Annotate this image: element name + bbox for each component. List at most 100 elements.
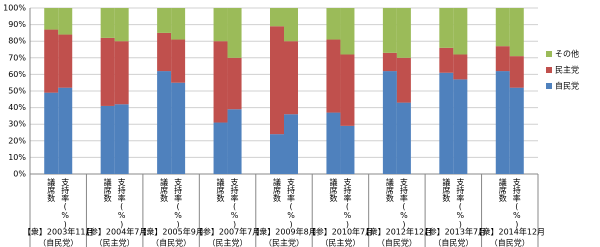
y-tick-label: 90% — [8, 20, 26, 29]
bar-segment — [453, 8, 468, 55]
group-party: （自民党） — [151, 238, 191, 247]
y-tick-label: 40% — [8, 103, 26, 112]
bar-segment — [382, 71, 397, 174]
y-tick-label: 70% — [8, 53, 26, 62]
legend-label: その他 — [555, 49, 579, 59]
legend-swatch — [546, 51, 552, 57]
group-label: 【衆】2014年12月 — [475, 227, 546, 237]
bar-segment — [270, 134, 284, 174]
bar-segment — [396, 8, 411, 58]
bar-segment — [171, 39, 186, 83]
group-label: 【衆】2012年12月 — [362, 227, 433, 237]
bar-segment — [495, 71, 510, 174]
y-tick-label: 50% — [8, 87, 26, 96]
bar-segment — [326, 112, 341, 174]
bar-segment — [284, 8, 298, 42]
bar-segment — [340, 54, 355, 126]
x-tick-label: 議席数 — [498, 177, 507, 203]
legend-label: 民主党 — [555, 65, 579, 75]
bar-segment — [270, 8, 284, 27]
x-tick-label: 支持率(%) — [399, 177, 408, 229]
group-label: 【衆】2005年9月 — [138, 227, 203, 237]
bar-segment — [171, 82, 186, 174]
group-party: （自民党） — [38, 238, 78, 247]
x-tick-label: 支持率(%) — [343, 177, 352, 229]
bar-segment — [100, 105, 115, 174]
bar-segment — [157, 8, 172, 33]
bar-segment — [326, 39, 341, 113]
group-party: （民主党） — [320, 238, 360, 247]
y-tick-label: 20% — [8, 136, 26, 145]
bar-segment — [340, 125, 355, 174]
bar-segment — [58, 34, 73, 88]
bar-segment — [495, 46, 510, 72]
y-tick-label: 100% — [3, 4, 26, 13]
x-tick-label: 議席数 — [160, 177, 169, 203]
bar-segment — [439, 72, 454, 174]
x-tick-label: 議席数 — [442, 177, 451, 203]
bar-segment — [382, 8, 397, 53]
bar-segment — [114, 8, 129, 42]
group-party: （自民党） — [377, 238, 417, 247]
bar-segment — [44, 92, 59, 174]
x-tick-label: 支持率(%) — [61, 177, 70, 229]
legend-swatch — [546, 67, 552, 73]
bar-segment — [213, 8, 228, 42]
group-label: 【衆】2009年8月 — [251, 227, 316, 237]
x-tick-label: 議席数 — [273, 177, 282, 203]
group-party: （自民党） — [433, 238, 473, 247]
y-tick-label: 10% — [8, 153, 26, 162]
bar-segment — [44, 8, 59, 30]
bar-segment — [157, 32, 172, 72]
bar-segment — [509, 87, 524, 174]
x-tick-label: 支持率(%) — [456, 177, 465, 229]
bar-segment — [157, 71, 172, 174]
bar-segment — [100, 8, 115, 38]
group-party: （民主党） — [208, 238, 248, 247]
bar-segment — [100, 37, 115, 106]
bar-segment — [213, 122, 228, 174]
bar-segment — [326, 8, 341, 40]
bar-segment — [439, 47, 454, 73]
x-tick-label: 議席数 — [329, 177, 338, 203]
bar-segment — [439, 8, 454, 48]
group-label: 【衆】2003年11月 — [23, 227, 94, 237]
bar-segment — [284, 114, 298, 174]
group-label: 【参】2007年7月 — [195, 227, 260, 237]
bar-segment — [270, 26, 284, 135]
group-label: 【参】2010年7月 — [308, 227, 373, 237]
bar-segment — [396, 57, 411, 103]
bar-segment — [453, 79, 468, 174]
group-label: 【参】2004年7月 — [82, 227, 147, 237]
bar-segment — [495, 8, 510, 47]
x-tick-label: 支持率(%) — [512, 177, 521, 229]
bar-segment — [227, 57, 242, 110]
bar-segment — [340, 8, 355, 55]
x-tick-label: 支持率(%) — [286, 177, 295, 229]
bar-segment — [284, 41, 298, 115]
bar-segment — [396, 102, 411, 174]
y-tick-label: 80% — [8, 37, 26, 46]
y-tick-label: 0% — [13, 170, 26, 179]
bar-segment — [213, 41, 228, 123]
bar-segment — [58, 87, 73, 174]
bar-segment — [227, 8, 242, 58]
bar-segment — [453, 54, 468, 80]
y-tick-label: 60% — [8, 70, 26, 79]
x-tick-label: 支持率(%) — [117, 177, 126, 229]
group-label: 【参】2013年7月 — [421, 227, 486, 237]
bar-segment — [227, 109, 242, 174]
y-tick-label: 30% — [8, 120, 26, 129]
group-party: （民主党） — [264, 238, 304, 247]
x-tick-label: 支持率(%) — [230, 177, 239, 229]
bar-segment — [509, 8, 524, 57]
bar-segment — [44, 29, 59, 93]
group-party: （自民党） — [490, 238, 530, 247]
x-tick-label: 議席数 — [47, 177, 56, 203]
bar-segment — [171, 8, 186, 40]
x-tick-label: 支持率(%) — [173, 177, 182, 229]
bar-segment — [509, 56, 524, 88]
legend-swatch — [546, 83, 552, 89]
legend-label: 自民党 — [555, 81, 579, 91]
